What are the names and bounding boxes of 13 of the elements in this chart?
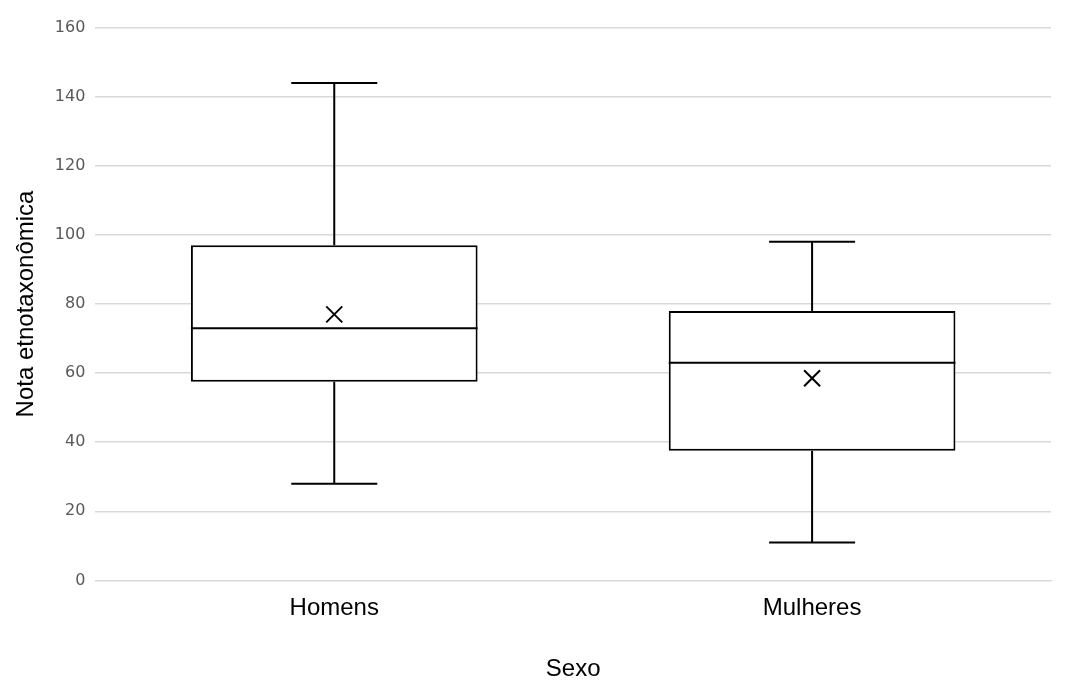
y-tick-label: 40 (64, 431, 86, 451)
y-axis-title: Nota etnotaxonômica (11, 189, 39, 418)
x-axis-title: Sexo (545, 654, 601, 682)
y-tick-label: 140 (54, 85, 86, 105)
y-tick-label: 20 (64, 500, 86, 520)
y-tick-label: 160 (54, 16, 86, 36)
y-tick-label: 120 (54, 154, 86, 174)
y-tick-label: 60 (64, 362, 86, 382)
y-tick-label: 100 (54, 224, 86, 244)
y-tick-label: 80 (64, 293, 86, 313)
x-tick-label: Mulheres (762, 593, 862, 621)
x-tick-label: Homens (289, 593, 379, 621)
y-tick-label: 0 (75, 569, 86, 589)
